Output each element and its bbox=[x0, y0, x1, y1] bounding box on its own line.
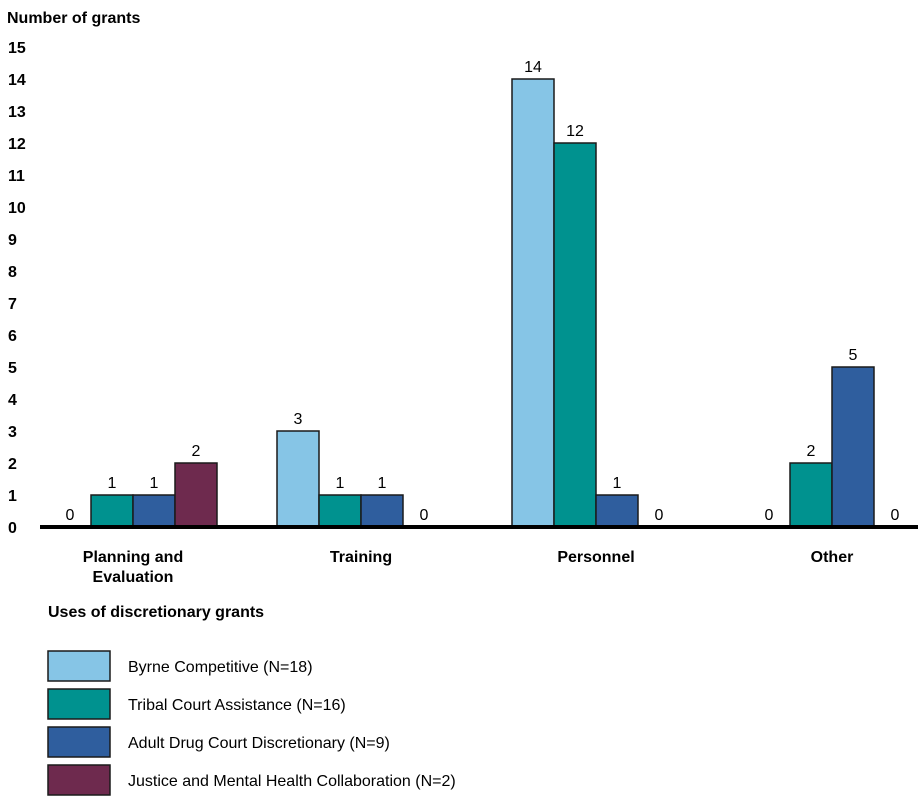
y-tick-label: 6 bbox=[8, 328, 17, 345]
bar bbox=[595, 494, 639, 528]
category-label: Planning and bbox=[83, 549, 183, 566]
data-label: 0 bbox=[420, 507, 429, 524]
bar bbox=[831, 366, 875, 528]
data-label: 14 bbox=[524, 59, 542, 76]
legend-swatch bbox=[47, 650, 111, 682]
y-tick-label: 1 bbox=[8, 488, 17, 505]
data-label: 1 bbox=[336, 475, 345, 492]
data-label: 1 bbox=[378, 475, 387, 492]
legend-label: Adult Drug Court Discretionary (N=9) bbox=[128, 735, 390, 752]
x-axis-title: Uses of discretionary grants bbox=[48, 604, 264, 621]
data-label: 0 bbox=[891, 507, 900, 524]
y-tick-label: 10 bbox=[8, 200, 26, 217]
bar bbox=[174, 462, 218, 528]
data-label: 0 bbox=[66, 507, 75, 524]
data-label: 3 bbox=[294, 411, 303, 428]
y-tick-label: 3 bbox=[8, 424, 17, 441]
category-label: Other bbox=[811, 549, 854, 566]
bar bbox=[318, 494, 362, 528]
y-tick-label: 0 bbox=[8, 520, 17, 537]
data-label: 0 bbox=[765, 507, 774, 524]
category-label: Personnel bbox=[557, 549, 634, 566]
y-tick-label: 5 bbox=[8, 360, 17, 377]
legend-label: Byrne Competitive (N=18) bbox=[128, 659, 313, 676]
bar bbox=[132, 494, 176, 528]
bar bbox=[90, 494, 134, 528]
category-labels: Planning and Evaluation Training Personnel O… bbox=[83, 549, 854, 586]
data-label: 2 bbox=[192, 443, 201, 460]
bar bbox=[360, 494, 404, 528]
data-label: 1 bbox=[150, 475, 159, 492]
data-label: 1 bbox=[108, 475, 117, 492]
y-tick-label: 8 bbox=[8, 264, 17, 281]
bars-group bbox=[90, 78, 875, 528]
data-label: 2 bbox=[807, 443, 816, 460]
category-label: Evaluation bbox=[93, 569, 174, 586]
bar bbox=[276, 430, 320, 528]
y-tick-label: 14 bbox=[8, 72, 26, 89]
data-label: 1 bbox=[613, 475, 622, 492]
bar bbox=[789, 462, 833, 528]
y-tick-label: 11 bbox=[8, 168, 25, 185]
data-label: 12 bbox=[566, 123, 584, 140]
bar bbox=[511, 78, 555, 528]
legend-swatch bbox=[47, 726, 111, 758]
y-tick-label: 4 bbox=[8, 392, 17, 409]
y-tick-label: 7 bbox=[8, 296, 17, 313]
legend: Byrne Competitive (N=18) Tribal Court Ass… bbox=[47, 650, 456, 796]
legend-label: Tribal Court Assistance (N=16) bbox=[128, 697, 346, 714]
y-tick-label: 9 bbox=[8, 232, 17, 249]
legend-swatch bbox=[47, 688, 111, 720]
data-label: 5 bbox=[849, 347, 858, 364]
y-tick-label: 12 bbox=[8, 136, 26, 153]
category-label: Training bbox=[330, 549, 392, 566]
y-tick-label: 2 bbox=[8, 456, 17, 473]
y-tick-label: 15 bbox=[8, 40, 26, 57]
legend-label: Justice and Mental Health Collaboration … bbox=[128, 773, 456, 790]
bar bbox=[553, 142, 597, 528]
legend-swatch bbox=[47, 764, 111, 796]
y-tick-label: 13 bbox=[8, 104, 26, 121]
y-axis-title: Number of grants bbox=[7, 10, 140, 27]
data-label: 0 bbox=[655, 507, 664, 524]
